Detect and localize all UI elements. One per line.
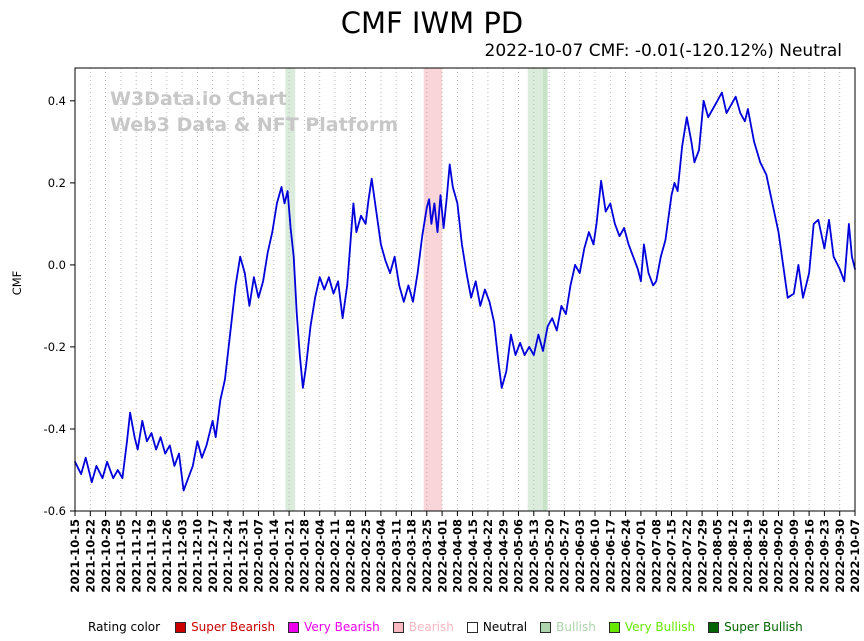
x-tick-label: 2022-07-01	[634, 519, 648, 593]
legend-swatch	[540, 621, 552, 633]
x-tick-label: 2022-08-19	[741, 519, 755, 593]
legend-swatch	[608, 621, 620, 633]
x-tick-label: 2022-09-16	[802, 519, 816, 593]
rating-band	[423, 68, 443, 511]
y-tick-label: 0.0	[48, 258, 66, 272]
rating-band	[285, 68, 296, 511]
chart-status-line: 2022-10-07 CMF: -0.01(-120.12%) Neutral	[484, 41, 843, 61]
x-tick-label: 2021-11-26	[160, 519, 174, 593]
legend-swatch	[288, 621, 300, 633]
cmf-series-line	[74, 91, 856, 492]
x-tick-label: 2022-09-02	[772, 519, 786, 593]
x-tick-label: 2022-02-11	[328, 519, 342, 593]
x-tick-label: 2021-12-03	[175, 519, 189, 593]
x-tick-label: 2021-10-29	[99, 519, 113, 593]
legend-item-super-bearish: Super Bearish	[175, 620, 275, 634]
legend-label: Super Bearish	[191, 620, 276, 634]
x-tick-label: 2022-06-10	[588, 519, 602, 593]
x-tick-label: 2021-11-12	[129, 519, 143, 593]
y-tick-label: 0.2	[48, 176, 66, 190]
legend-item-bullish: Bullish	[540, 620, 596, 634]
x-tick-label: 2022-06-24	[619, 519, 633, 593]
x-tick-label: 2022-05-06	[512, 519, 526, 593]
legend-swatch	[466, 621, 478, 633]
x-tick-label: 2022-01-28	[298, 519, 312, 593]
legend-item-very-bullish: Very Bullish	[608, 620, 696, 634]
y-axis-label: CMF	[10, 270, 24, 296]
x-tick-label: 2022-01-14	[267, 519, 281, 593]
x-tick-label: 2022-05-27	[558, 519, 572, 593]
y-tick-label: -0.2	[44, 340, 66, 354]
x-tick-label: 2022-07-15	[665, 519, 679, 593]
x-tick-label: 2022-04-01	[435, 519, 449, 593]
x-tick-label: 2022-09-09	[787, 519, 801, 593]
x-tick-label: 2022-03-04	[374, 519, 388, 593]
x-tick-label: 2021-10-22	[84, 519, 98, 593]
legend-label: Very Bearish	[304, 620, 380, 634]
x-tick-label: 2022-03-11	[389, 519, 403, 593]
legend-item-bearish: Bearish	[392, 620, 454, 634]
x-tick-label: 2021-11-05	[114, 519, 128, 593]
x-tick-label: 2022-04-15	[466, 519, 480, 593]
x-tick-label: 2022-08-26	[756, 519, 770, 593]
y-tick-label: 0.4	[48, 94, 66, 108]
x-tick-label: 2022-04-22	[481, 519, 495, 593]
x-tick-label: 2021-12-10	[191, 519, 205, 593]
x-tick-label: 2022-05-20	[542, 519, 556, 593]
x-tick-label: 2022-01-21	[282, 519, 296, 593]
x-tick-label: 2021-12-24	[221, 519, 235, 593]
x-tick-label: 2022-02-25	[359, 519, 373, 593]
legend-label: Bearish	[408, 620, 454, 634]
x-tick-label: 2021-12-31	[236, 519, 250, 593]
x-tick-label: 2022-02-04	[313, 519, 327, 593]
x-tick-label: 2022-01-07	[252, 519, 266, 593]
legend-swatch	[175, 621, 187, 633]
legend-label: Neutral	[482, 620, 528, 634]
legend-label: Super Bullish	[724, 620, 803, 634]
x-tick-label: 2022-07-29	[695, 519, 709, 593]
plot-frame	[74, 67, 856, 512]
x-tick-label: 2022-03-25	[420, 519, 434, 593]
x-tick-label: 2022-09-23	[818, 519, 832, 593]
x-tick-label: 2021-11-19	[145, 519, 159, 593]
legend-item-very-bearish: Very Bearish	[288, 620, 380, 634]
x-tick-label: 2022-08-05	[711, 519, 725, 593]
x-tick-label: 2022-02-18	[344, 519, 358, 593]
x-tick-label: 2022-07-08	[649, 519, 663, 593]
legend-label: Very Bullish	[624, 620, 696, 634]
rating-legend: Rating color Super Bearish Very Bearish Be…	[88, 620, 803, 634]
x-tick-label: 2022-06-17	[604, 519, 618, 593]
x-tick-label: 2022-07-22	[680, 519, 694, 593]
x-tick-label: 2022-05-13	[527, 519, 541, 593]
chart-title: CMF IWM PD	[340, 6, 524, 40]
x-tick-label: 2022-08-12	[726, 519, 740, 593]
x-tick-label: 2022-03-18	[405, 519, 419, 593]
y-tick-label: -0.6	[44, 504, 66, 518]
x-tick-label: 2022-04-08	[451, 519, 465, 593]
rating-band	[527, 68, 543, 511]
legend-item-neutral: Neutral	[466, 620, 528, 634]
legend-title: Rating color	[88, 620, 161, 634]
x-tick-label: 2021-12-17	[206, 519, 220, 593]
y-tick-label: -0.4	[44, 422, 66, 436]
x-tick-label: 2022-10-07	[848, 519, 862, 593]
x-tick-label: 2022-06-03	[573, 519, 587, 593]
x-tick-label: 2021-10-15	[68, 519, 82, 593]
legend-label: Bullish	[556, 620, 596, 634]
legend-item-super-bullish: Super Bullish	[708, 620, 803, 634]
x-tick-label: 2022-09-30	[833, 519, 847, 593]
rating-band	[543, 68, 548, 511]
legend-swatch	[708, 621, 720, 633]
x-tick-label: 2022-04-29	[496, 519, 510, 593]
legend-swatch	[392, 621, 404, 633]
